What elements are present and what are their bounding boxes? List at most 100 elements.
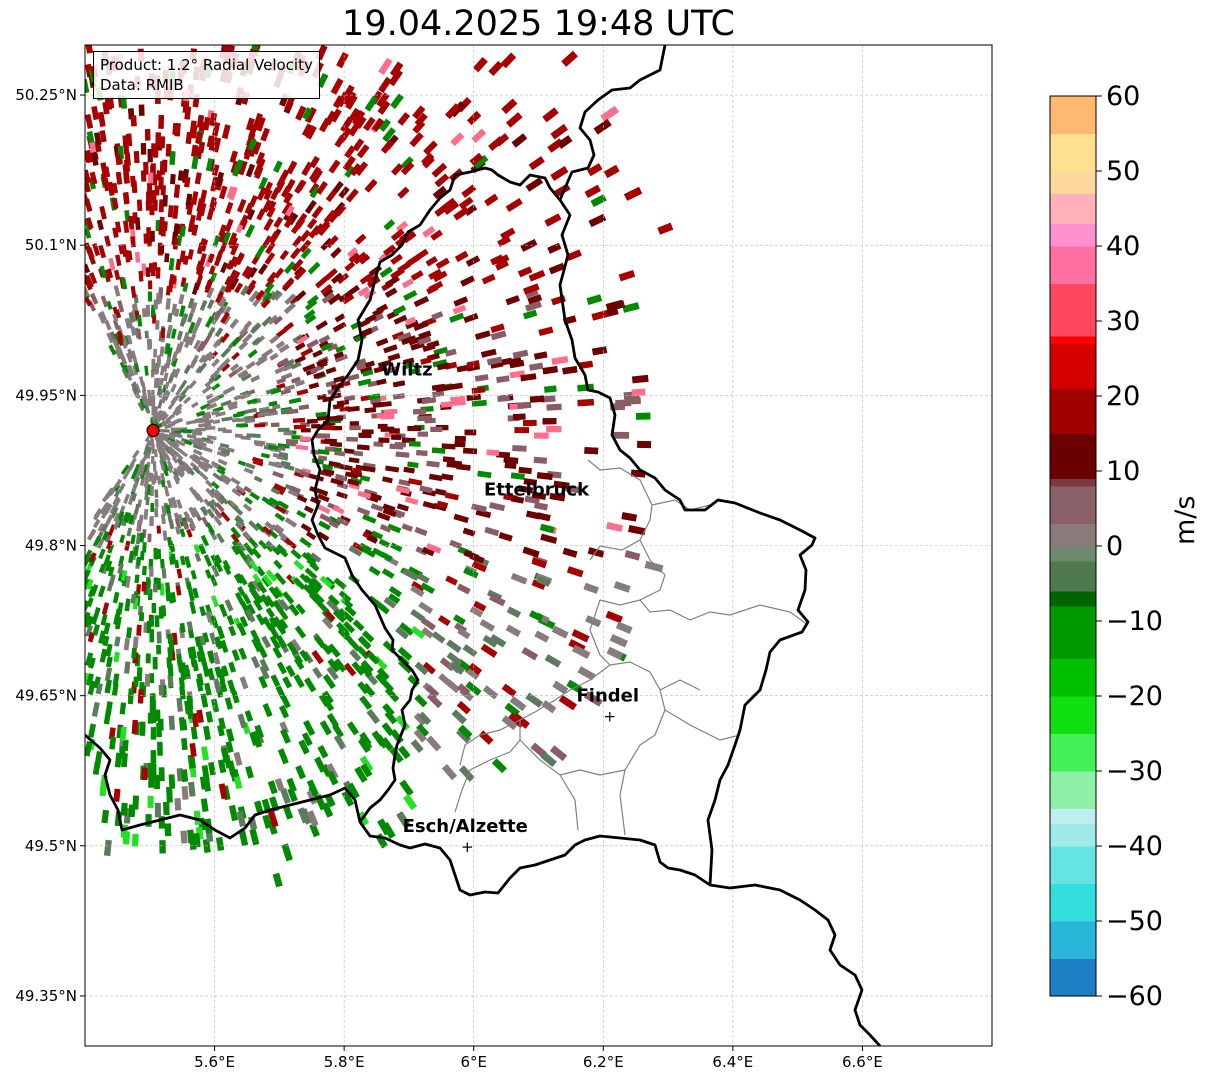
radar-echo-gate [150,473,154,482]
radar-echo-gate [147,280,153,290]
radar-echo-gate [136,624,142,636]
radar-echo-gate [348,457,360,464]
radar-echo-gate [252,459,264,467]
radar-echo-gate [174,433,183,439]
radar-echo-gate [309,365,322,374]
radar-echo-gate [113,269,121,281]
radar-echo-gate [259,665,270,680]
radar-echo-gate [171,357,178,368]
radar-echo-gate [174,409,182,417]
radar-echo-gate [402,357,415,366]
radar-echo-gate [231,690,240,704]
radar-echo-gate [373,365,388,374]
radar-echo-gate [115,153,122,166]
radar-echo-gate [186,529,193,538]
radar-echo-gate [86,131,95,144]
radar-echo-gate [106,540,113,550]
radar-echo-gate [123,172,130,184]
radar-echo-gate [618,269,636,282]
radar-echo-gate [518,466,532,475]
radar-echo-gate [416,572,430,584]
radar-echo-gate [496,451,511,459]
radar-echo-gate [170,368,177,377]
radar-echo-gate [278,618,289,630]
radar-echo-gate [165,143,172,157]
radar-echo-gate [149,204,155,216]
radar-echo-gate [183,396,192,405]
radar-echo-gate [256,208,266,221]
radar-echo-gate [96,219,104,231]
radar-echo-gate [203,725,211,741]
radar-echo-gate [342,621,356,634]
radar-echo-gate [156,631,162,644]
radar-echo-gate [203,554,213,567]
radar-echo-gate [191,323,200,335]
radar-echo-gate [188,506,197,518]
radar-echo-gate [357,378,372,387]
radar-echo-gate [434,488,447,496]
radar-echo-gate [184,106,192,120]
radar-echo-gate [152,657,158,670]
radar-echo-gate [412,120,426,134]
radar-echo-gate [185,193,193,207]
radar-echo-gate [606,300,626,312]
radar-echo-gate [398,479,411,487]
radar-echo-gate [156,385,162,396]
radar-echo-gate [233,776,243,790]
radar-echo-gate [198,418,210,424]
radar-echo-gate [264,521,276,532]
radar-echo-gate [217,458,228,466]
radar-echo-gate [344,604,357,617]
radar-echo-gate [113,651,120,663]
radar-echo-gate [293,559,305,571]
radar-echo-gate [128,550,135,564]
radar-echo-gate [420,582,435,595]
radar-echo-gate [566,566,584,578]
radar-echo-gate [238,417,247,423]
radar-echo-gate [161,568,167,579]
radar-echo-gate [261,315,273,327]
radar-echo-gate [119,352,127,365]
radar-echo-gate [152,461,157,472]
radar-echo-gate [410,585,425,597]
radar-echo-gate [231,545,240,556]
radar-echo-gate [188,781,196,797]
radar-echo-gate [546,426,562,433]
radar-echo-gate [207,396,219,405]
colorbar-segment [1050,846,1096,884]
radar-echo-gate [153,547,158,560]
radar-echo-gate [343,91,357,107]
radar-echo-gate [541,395,556,403]
radar-echo-gate [139,612,145,622]
radar-echo-gate [591,310,607,321]
radar-echo-gate [116,602,124,615]
radar-echo-gate [127,365,135,377]
radar-echo-gate [359,433,372,439]
radar-echo-gate [190,301,198,314]
radar-echo-gate [356,645,370,660]
radar-echo-gate [286,777,297,793]
radar-echo-gate [264,595,276,608]
radar-echo-gate [142,542,147,553]
radar-echo-gate [104,235,112,247]
radar-echo-gate [622,302,640,313]
radar-echo-gate [192,587,199,599]
radar-echo-gate [209,574,218,587]
radar-echo-gate [151,143,157,156]
radar-echo-gate [92,536,102,548]
radar-echo-gate [471,128,487,144]
radar-echo-gate [366,534,378,544]
radar-echo-gate [150,439,155,447]
radar-echo-gate [421,397,437,404]
radar-echo-gate [128,462,135,471]
colorbar-segment [1050,478,1096,487]
radar-echo-gate [303,719,316,736]
radar-echo-gate [179,686,186,700]
radar-echo-gate [484,193,499,207]
radar-echo-gate [473,600,487,612]
radar-echo-gate [92,624,100,636]
radar-echo-gate [87,528,97,541]
radar-echo-gate [357,444,370,451]
radar-echo-gate [388,69,403,87]
radar-echo-gate [211,164,220,176]
